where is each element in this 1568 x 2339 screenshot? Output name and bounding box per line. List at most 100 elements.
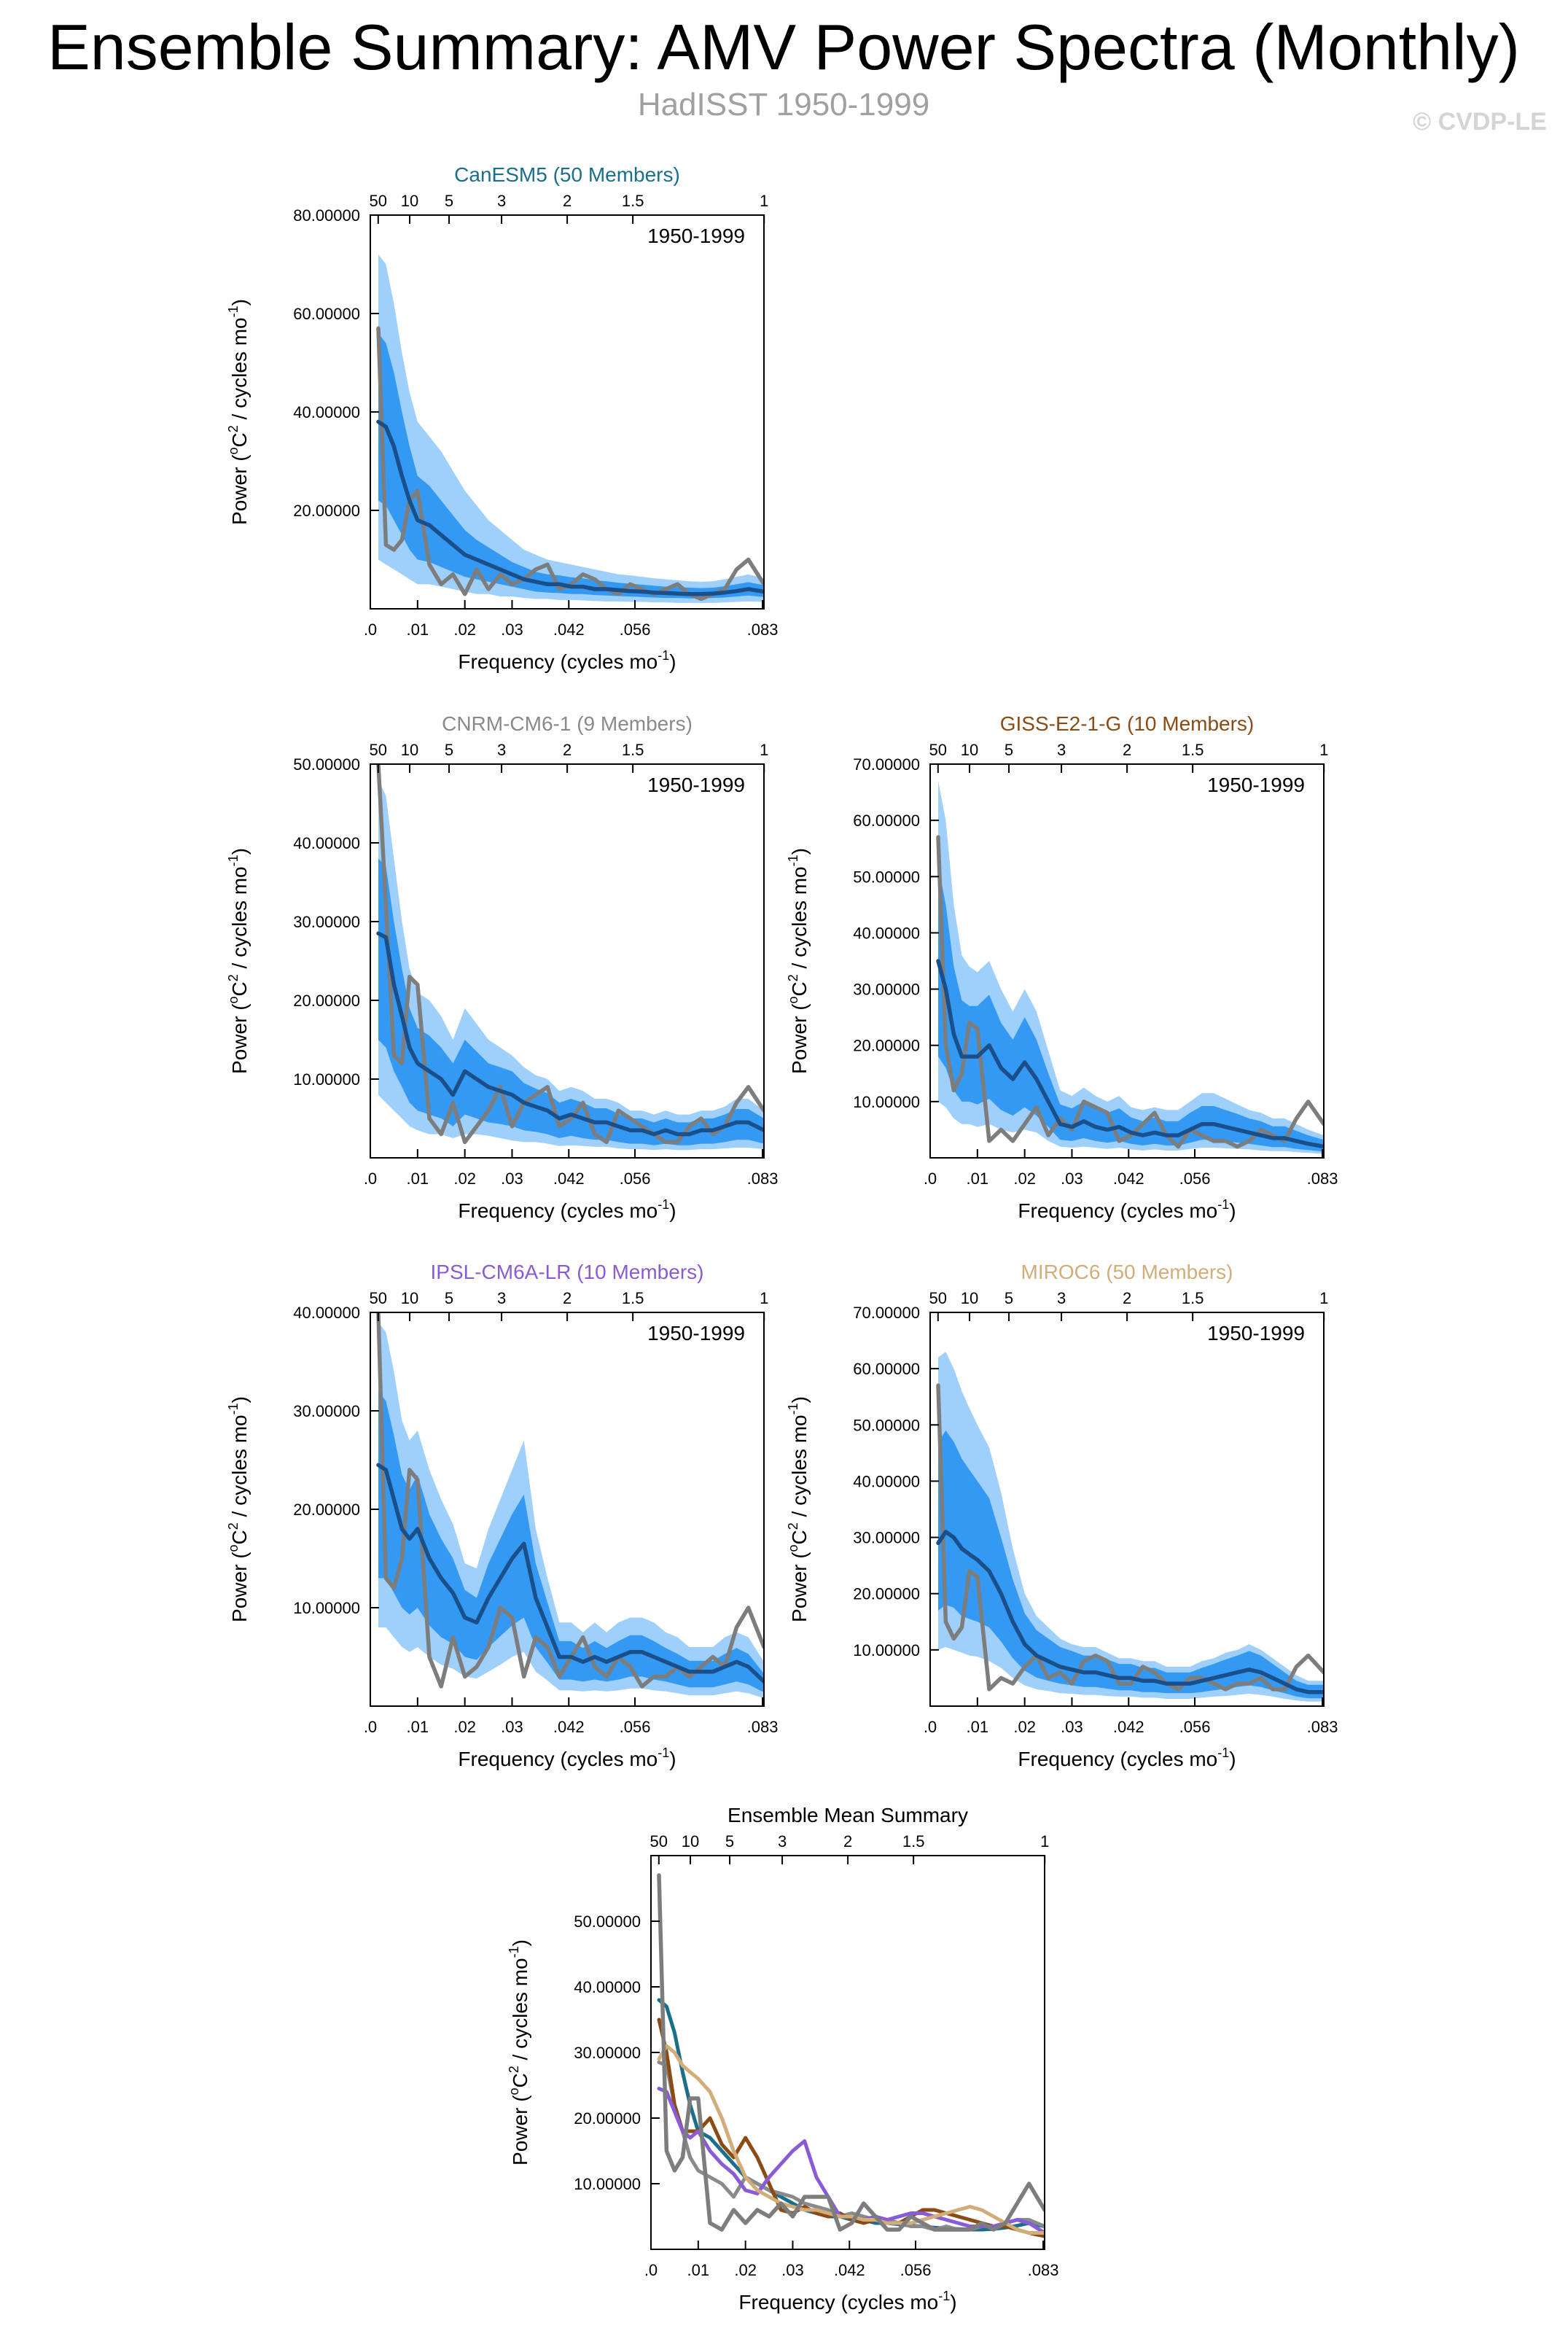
y-axis-label: Power (oC2 / cycles mo-1): [507, 1939, 531, 2165]
top-tick-label: 10: [961, 741, 978, 759]
x-tick-label: .083: [1028, 2261, 1059, 2279]
chart-panel-2: .0 .01 .02 .03 .042 .056 .083 50 10 5 3 2 1.5 1 10.000…: [226, 712, 778, 1222]
plot-area: [376, 1312, 764, 1699]
period-label: 1950-1999: [647, 1322, 745, 1344]
top-tick-label: 2: [563, 741, 572, 759]
top-tick-label: 2: [563, 192, 572, 210]
x-tick-label: .02: [1013, 1170, 1036, 1188]
x-tick-label: .056: [620, 620, 651, 639]
top-tick-label: 2: [843, 1832, 852, 1850]
ensemble-mean-line: [376, 1463, 764, 1684]
x-tick-label: .056: [1179, 1718, 1211, 1736]
x-tick-label: .056: [900, 2261, 932, 2279]
y-axis-label: Power (oC2 / cycles mo-1): [226, 848, 251, 1074]
top-tick-label: 5: [445, 741, 453, 759]
x-tick-label: .083: [747, 620, 779, 639]
panel-title: Ensemble Mean Summary: [728, 1804, 968, 1826]
panel-title: IPSL-CM6A-LR (10 Members): [431, 1261, 704, 1283]
top-tick-label: 1: [760, 741, 768, 759]
y-tick-label: 40.00000: [293, 1304, 360, 1322]
x-tick-label: .083: [1307, 1718, 1338, 1736]
top-tick-label: 2: [1123, 741, 1131, 759]
y-axis-label: Power (oC2 / cycles mo-1): [786, 848, 811, 1074]
x-tick-label: .0: [924, 1718, 937, 1736]
y-tick-label: 10.00000: [293, 1599, 360, 1617]
top-tick-label: 5: [1005, 1289, 1013, 1307]
x-tick-label: .042: [1113, 1170, 1144, 1188]
top-tick-label: 50: [929, 741, 947, 759]
top-tick-label: 10: [401, 192, 418, 210]
y-tick-label: 50.00000: [574, 1912, 641, 1931]
y-tick-label: 40.00000: [293, 403, 360, 421]
y-tick-label: 40.00000: [293, 834, 360, 852]
y-tick-label: 20.00000: [293, 992, 360, 1010]
x-tick-label: .03: [501, 1718, 523, 1736]
top-tick-label: 1.5: [622, 192, 644, 210]
x-tick-label: .0: [364, 1170, 377, 1188]
chart-panel-3: .0 .01 .02 .03 .042 .056 .083 50 10 5 3 2 1.5 1 10.000…: [786, 712, 1338, 1222]
ensemble-range-outer: [938, 1352, 1324, 1702]
top-tick-label: 50: [650, 1832, 668, 1850]
plot-area: [376, 764, 764, 1151]
x-tick-label: .042: [553, 620, 585, 639]
period-label: 1950-1999: [647, 225, 745, 247]
x-tick-label: .03: [1061, 1718, 1083, 1736]
series-line-canesm5: [657, 1998, 1045, 2232]
top-tick-label: 1.5: [622, 1289, 644, 1307]
x-tick-label: .0: [924, 1170, 937, 1188]
top-tick-label: 50: [370, 192, 387, 210]
y-tick-label: 20.00000: [574, 2109, 641, 2128]
y-tick-label: 10.00000: [853, 1093, 920, 1111]
x-tick-label: .02: [1013, 1718, 1036, 1736]
top-tick-label: 1: [1319, 1289, 1328, 1307]
panel-title: MIROC6 (50 Members): [1021, 1261, 1233, 1283]
x-tick-label: .01: [407, 1718, 429, 1736]
chart-panel-4: .0 .01 .02 .03 .042 .056 .083 50 10 5 3 2 1.5 1 10.000…: [226, 1261, 778, 1770]
y-tick-label: 10.00000: [853, 1641, 920, 1659]
observed-line: [376, 764, 764, 1145]
top-tick-label: 10: [401, 1289, 418, 1307]
x-tick-label: .056: [620, 1170, 651, 1188]
y-axis-label: Power (oC2 / cycles mo-1): [786, 1396, 811, 1622]
x-tick-label: .083: [747, 1170, 779, 1188]
top-tick-label: 5: [445, 192, 453, 210]
y-tick-label: 20.00000: [293, 502, 360, 520]
y-tick-label: 30.00000: [853, 1529, 920, 1547]
y-tick-label: 40.00000: [853, 924, 920, 942]
y-tick-label: 80.00000: [293, 206, 360, 225]
series-line-hadisst: [657, 1873, 1045, 2232]
top-tick-label: 1: [760, 1289, 768, 1307]
x-tick-label: .083: [1307, 1170, 1338, 1188]
top-tick-label: 3: [778, 1832, 787, 1850]
x-axis-label: Frequency (cycles mo-1): [1018, 1197, 1236, 1222]
figure-subtitle: HadISST 1950-1999: [638, 87, 929, 122]
top-tick-label: 3: [1057, 741, 1066, 759]
x-tick-label: .01: [967, 1170, 989, 1188]
x-tick-label: .0: [364, 1718, 377, 1736]
observed-line: [936, 835, 1324, 1149]
panel-title: CanESM5 (50 Members): [454, 163, 680, 186]
plot-area: [657, 1873, 1045, 2238]
chart-panel-1: .0 .01 .02 .03 .042 .056 .083 50 10 5 3 2 1.5 1 20.000…: [226, 163, 778, 673]
x-axis-label: Frequency (cycles mo-1): [1018, 1746, 1236, 1770]
x-tick-label: .02: [453, 1718, 476, 1736]
x-tick-label: .056: [1179, 1170, 1211, 1188]
period-label: 1950-1999: [647, 774, 745, 796]
x-tick-label: .0: [644, 2261, 658, 2279]
ensemble-range-inner: [938, 1431, 1324, 1699]
chart-panel-6: .0 .01 .02 .03 .042 .056 .083 50 10 5 3 2 1.5 1 10.000…: [507, 1804, 1058, 2313]
ensemble-mean-line: [376, 931, 764, 1137]
top-tick-label: 3: [497, 192, 506, 210]
top-tick-label: 1: [1040, 1832, 1049, 1850]
y-tick-label: 40.00000: [574, 1978, 641, 1996]
y-tick-label: 50.00000: [853, 868, 920, 886]
copyright-text: © CVDP-LE: [1413, 108, 1547, 136]
plot-frame: [650, 1855, 1045, 2250]
x-tick-label: .042: [834, 2261, 865, 2279]
ensemble-range-inner: [378, 1391, 764, 1693]
x-tick-label: .03: [501, 620, 523, 639]
y-tick-label: 60.00000: [293, 305, 360, 323]
x-tick-label: .042: [1113, 1718, 1144, 1736]
top-tick-label: 1.5: [1182, 741, 1204, 759]
period-label: 1950-1999: [1207, 774, 1305, 796]
